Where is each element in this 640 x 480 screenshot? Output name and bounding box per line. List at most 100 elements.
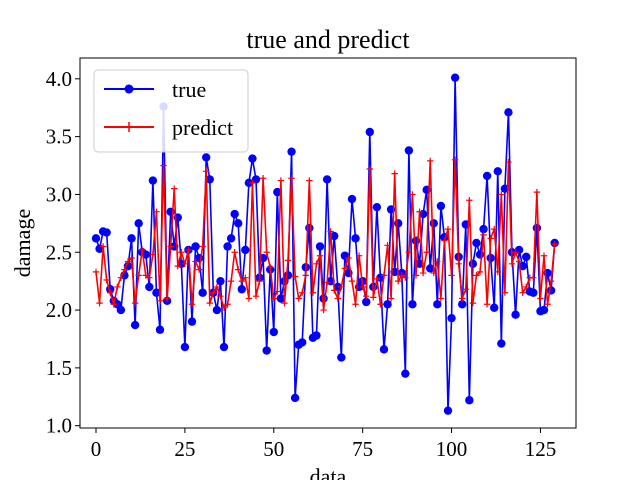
true-point (472, 238, 481, 248)
y-tick-label: 4.0 (46, 67, 72, 91)
y-axis-label: damage (10, 209, 35, 277)
predict-point (110, 301, 117, 308)
plot-frame (79, 57, 577, 429)
true-point (312, 331, 321, 340)
predict-point (160, 162, 167, 169)
predict-point (323, 279, 331, 286)
predict-point (523, 283, 530, 291)
predict-point (231, 249, 238, 256)
predict-point (430, 269, 437, 277)
true-point (315, 242, 325, 251)
predict-point (188, 301, 196, 308)
x-tick-label: 100 (436, 437, 468, 461)
true-point (262, 346, 271, 355)
predict-point (124, 258, 132, 265)
predict-point (146, 274, 153, 281)
predict-point (174, 262, 181, 270)
true-point (223, 242, 232, 251)
true-point (532, 223, 542, 233)
true-point (408, 300, 417, 309)
predict-point (544, 301, 551, 308)
predict-point (423, 249, 430, 256)
predict-point (249, 179, 256, 187)
true-point (411, 236, 421, 245)
predict-point (331, 287, 338, 294)
y-tick-label: 2.5 (46, 240, 72, 264)
true-point (234, 219, 243, 228)
legend-true-marker (124, 84, 134, 94)
y-tick-label: 1.5 (46, 356, 72, 380)
true-point (244, 178, 254, 188)
predict-point (341, 265, 349, 272)
true-point (401, 369, 410, 378)
true-point (305, 223, 314, 233)
predict-point (530, 274, 537, 281)
predict-point (512, 249, 519, 256)
predict-point (380, 272, 388, 279)
predict-point (220, 304, 228, 311)
predict-point (462, 286, 469, 293)
predict-point (395, 277, 402, 285)
predict-point (171, 185, 178, 192)
predict-point (419, 269, 427, 277)
predict-point (99, 243, 107, 250)
true-point (539, 305, 549, 315)
predict-point (451, 156, 459, 163)
predict-point (242, 274, 249, 281)
predict-point (142, 272, 149, 279)
predict-point (210, 289, 217, 296)
true-point (337, 353, 346, 362)
true-point (273, 187, 282, 197)
true-point (447, 313, 456, 323)
predict-point (409, 191, 416, 198)
predict-point (238, 277, 245, 285)
legend-predict-marker (124, 122, 134, 132)
predict-point (203, 168, 210, 175)
predict-point (505, 158, 512, 166)
predict-point (178, 249, 185, 256)
chart-title: true and predict (246, 25, 410, 54)
predict-point (359, 283, 366, 291)
predict-point (295, 295, 302, 302)
predict-point (306, 177, 313, 184)
predict-point (256, 277, 263, 285)
predict-point (267, 264, 274, 271)
x-axis-label: data (310, 464, 347, 480)
predict-point (455, 260, 462, 268)
true-point (191, 242, 200, 251)
predict-point (167, 243, 174, 250)
x-tick-label: 50 (263, 437, 284, 461)
predict-point (121, 266, 128, 273)
predict-point (355, 252, 363, 259)
predict-point (402, 274, 409, 281)
predict-point (373, 275, 381, 283)
true-point (475, 250, 485, 259)
predict-point (547, 277, 555, 285)
predict-point (377, 301, 384, 308)
true-point (180, 342, 190, 352)
predict-point (434, 258, 441, 265)
true-point (426, 264, 435, 273)
predict-point (459, 295, 466, 302)
predict-point (114, 283, 121, 291)
true-point (269, 327, 278, 337)
true-point (347, 194, 357, 204)
true-point (102, 228, 111, 237)
x-tick-label: 75 (352, 437, 373, 461)
predict-point (441, 237, 448, 244)
predict-point (291, 273, 299, 280)
true-point (127, 234, 136, 243)
legend: true predict (93, 69, 249, 153)
true-point (202, 153, 211, 162)
true-point (134, 219, 143, 228)
predict-point (334, 295, 341, 302)
true-point (404, 146, 414, 155)
predict-point (107, 289, 114, 296)
predict-point (540, 252, 548, 259)
true-point (290, 393, 300, 403)
predict-point (537, 295, 544, 302)
y-tick-label: 1.0 (46, 414, 72, 438)
true-point (116, 305, 126, 315)
true-point (522, 252, 531, 262)
legend-true-label: true (172, 77, 206, 102)
